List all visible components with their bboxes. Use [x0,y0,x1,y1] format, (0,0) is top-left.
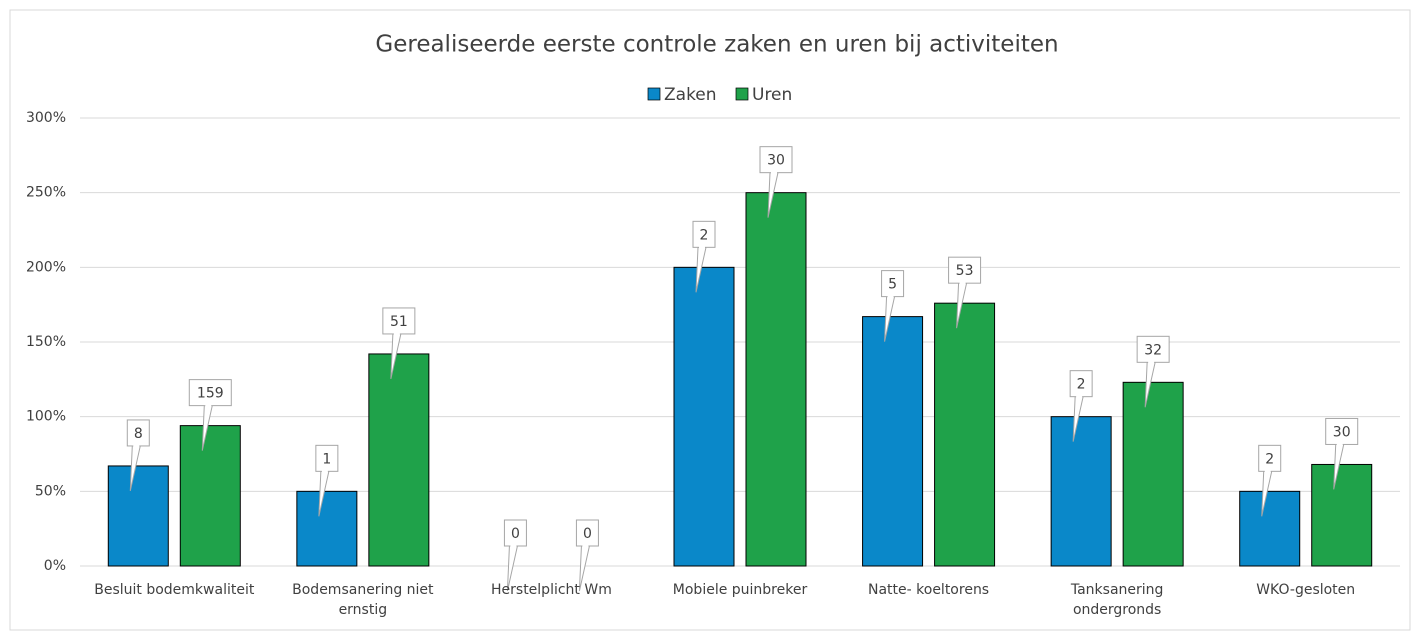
y-tick-label: 50% [35,483,66,499]
data-label: 32 [1144,342,1162,358]
legend-swatch [647,87,661,101]
data-label: 51 [390,314,408,330]
legend-label: Uren [752,85,792,105]
data-label: 8 [134,426,143,442]
data-label: 53 [956,263,974,279]
bar [296,490,358,567]
bar [1311,463,1373,567]
x-tick-label: Mobiele puinbreker [672,582,808,598]
bar [934,302,996,567]
y-tick-label: 200% [26,259,66,275]
data-label: 159 [197,386,224,402]
y-tick-label: 100% [26,409,66,425]
data-label: 2 [700,227,709,243]
data-label: 2 [1077,377,1086,393]
x-tick-label: Herstelplicht Wm [491,582,612,598]
y-tick-label: 300% [26,110,66,126]
bar [179,425,241,567]
y-tick-label: 150% [26,334,66,350]
data-label: 30 [1333,424,1351,440]
x-tick-label: Bodemsanering niet ernstig [292,582,434,618]
y-tick-label: 250% [26,185,66,201]
bar [673,266,735,567]
x-tick-label: Tanksanering ondergronds [1070,582,1164,618]
data-label: 0 [583,526,592,542]
data-label: 2 [1265,451,1274,467]
chart-title: Gerealiseerde eerste controle zaken en u… [375,32,1058,58]
bar [107,465,169,567]
bar [745,192,807,567]
data-label: 30 [767,153,785,169]
x-tick-label: WKO-gesloten [1256,582,1356,598]
label-box [1136,335,1170,363]
label-box [948,256,982,284]
bar [1122,381,1184,567]
label-box [1325,417,1359,445]
bar [862,316,924,567]
legend-swatch [735,87,749,101]
x-tick-label: Besluit bodemkwaliteit [94,582,255,598]
legend-label: Zaken [664,85,717,105]
chart-frame [9,9,1411,631]
bar [1050,416,1112,567]
data-label: 1 [322,451,331,467]
x-tick-label: Natte- koeltorens [868,582,990,598]
y-tick-label: 0% [44,558,66,574]
data-label: 0 [511,526,520,542]
bar [1239,490,1301,567]
bar [368,353,430,567]
data-label: 5 [888,277,897,293]
